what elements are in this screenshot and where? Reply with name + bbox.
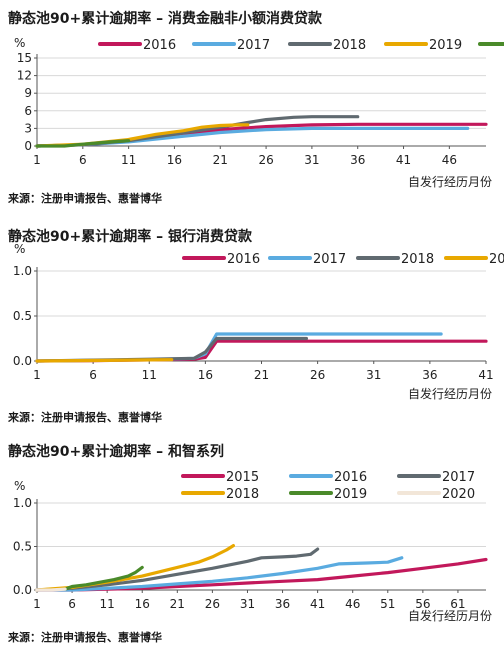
gridlines	[37, 57, 486, 129]
y-tick-label: 12	[17, 69, 32, 83]
legend-label-2016: 2016	[227, 252, 260, 267]
legend-label-2016: 2016	[334, 470, 367, 485]
legend-label-2016: 2016	[143, 38, 176, 53]
x-tick-label: 11	[142, 368, 157, 382]
x-tick-label: 26	[258, 153, 273, 167]
x-tick-label: 16	[198, 368, 213, 382]
x-tick-label: 56	[415, 597, 430, 611]
legend-label-2017: 2017	[237, 38, 270, 53]
legend-label-2018: 2018	[401, 252, 434, 267]
x-tick-label: 41	[396, 153, 411, 167]
x-tick-label: 1	[33, 597, 41, 611]
chart-source: 来源：注册申请报告、惠誉博华	[8, 631, 162, 644]
chart-panel-bank-consumer: 静态池90+累计逾期率 – 银行消费贷款 0.0 0.5 1.0 1 6 11 16 21 26…	[0, 222, 504, 428]
x-tick-label: 46	[442, 153, 457, 167]
legend-label-2017: 2017	[442, 470, 475, 485]
x-tick-label: 36	[275, 597, 290, 611]
y-tick-label: 0.0	[13, 354, 32, 368]
x-tick-label: 51	[380, 597, 395, 611]
series-line-2020	[35, 139, 131, 148]
gridlines	[37, 502, 486, 547]
y-axis-label: %	[14, 479, 25, 493]
x-tick-label: 21	[170, 597, 185, 611]
x-tick-label: 1	[33, 153, 41, 167]
x-tick-label: 16	[135, 597, 150, 611]
y-tick-label: 15	[17, 51, 32, 65]
x-tick-label: 26	[310, 368, 325, 382]
legend-label-2015: 2015	[226, 470, 259, 485]
x-tick-label: 6	[68, 597, 76, 611]
x-tick-label: 31	[240, 597, 255, 611]
x-tick-label: 6	[89, 368, 97, 382]
y-tick-label: 6	[24, 104, 32, 118]
x-tick-label: 61	[450, 597, 465, 611]
gridlines	[37, 270, 486, 317]
x-tick-label: 11	[100, 597, 115, 611]
chart-title: 静态池90+累计逾期率 – 消费金融非小额消费贷款	[8, 11, 322, 27]
chart-source: 来源：注册申请报告、惠誉博华	[8, 192, 162, 205]
chart-svg: 0.00.51.01 6 11 16 21 26 31 36 41 46 51 56 61%自发行经历月…	[13, 470, 492, 623]
legend-label-2020: 2020	[442, 487, 475, 502]
y-axis-label: %	[14, 36, 25, 50]
x-axis-label: 自发行经历月份	[408, 386, 492, 401]
x-axis-label: 自发行经历月份	[408, 608, 492, 623]
x-tick-label: 36	[350, 153, 365, 167]
x-axis-label: 自发行经历月份	[408, 174, 492, 189]
y-tick-label: 1.0	[13, 264, 32, 278]
y-tick-label: 0	[24, 139, 32, 153]
x-tick-label: 41	[478, 368, 493, 382]
legend-label-2019: 2019	[334, 487, 367, 502]
y-tick-label: 0.0	[13, 583, 32, 597]
x-tick-label: 36	[422, 368, 437, 382]
series-line-2019	[35, 358, 174, 363]
legend: 2015 2016 2017 2018 2019 2020	[181, 470, 475, 502]
legend-label-2018: 2018	[333, 38, 366, 53]
legend: 2016 2017 2018 2019	[182, 252, 504, 267]
chart-title: 静态池90+累计逾期率 – 和智系列	[8, 444, 224, 460]
x-tick-label: 6	[79, 153, 87, 167]
legend-label-2017: 2017	[313, 252, 346, 267]
x-tick-label: 46	[345, 597, 360, 611]
y-tick-label: 3	[24, 121, 32, 135]
y-tick-label: 9	[24, 86, 32, 100]
series-line-2017	[35, 547, 320, 592]
legend-label-2018: 2018	[226, 487, 259, 502]
x-tick-label: 16	[167, 153, 182, 167]
x-tick-label: 31	[366, 368, 381, 382]
x-tick-label: 26	[205, 597, 220, 611]
series-line-2018	[35, 115, 360, 148]
y-tick-label: 1.0	[13, 496, 32, 510]
x-tick-label: 1	[33, 368, 41, 382]
chart-panel-consumer-finance: 静态池90+累计逾期率 – 消费金融非小额消费贷款 0 3 6 9 12 15 1 6 11 16…	[0, 0, 504, 212]
x-tick-label: 11	[121, 153, 136, 167]
series-line-2016	[35, 339, 488, 363]
x-tick-label: 21	[213, 153, 228, 167]
series-line-2016	[35, 556, 404, 592]
series-line-2020	[35, 587, 67, 592]
series-line-2019	[63, 565, 144, 591]
y-tick-label: 0.5	[13, 309, 32, 323]
y-axis-label: %	[14, 242, 25, 256]
legend-label-2019: 2019	[489, 252, 504, 267]
x-tick-label: 41	[310, 597, 325, 611]
legend-label-2019: 2019	[429, 38, 462, 53]
x-tick-label: 21	[254, 368, 269, 382]
chart-panel-hezhi-series: 静态池90+累计逾期率 – 和智系列 0.0 0.5 1.0 1 6 11 16 21 26 31…	[0, 437, 504, 651]
chart-source: 来源：注册申请报告、惠誉博华	[8, 411, 162, 424]
y-tick-label: 0.5	[13, 540, 32, 554]
x-tick-label: 31	[304, 153, 319, 167]
chart-title: 静态池90+累计逾期率 – 银行消费贷款	[8, 229, 252, 245]
